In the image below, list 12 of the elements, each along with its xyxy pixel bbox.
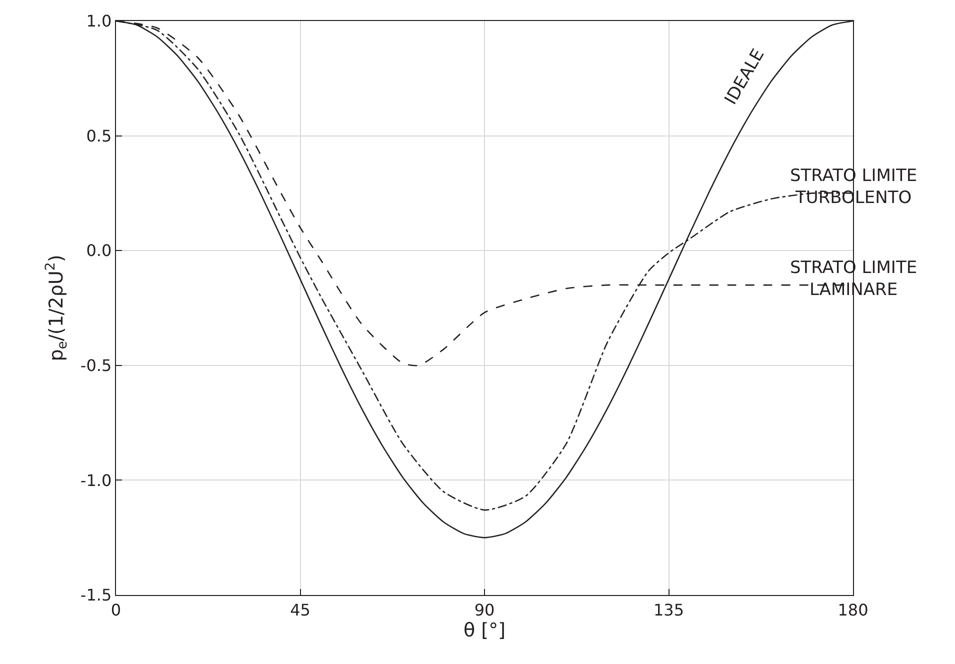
y-tick-label: 0.0	[86, 241, 112, 260]
y-tick-label: 0.5	[86, 126, 112, 146]
x-tick-label: 0	[110, 600, 122, 620]
y-tick-label: -1.0	[80, 470, 112, 490]
x-tick-label: 45	[290, 600, 310, 620]
y-tick-label: 1.0	[86, 12, 112, 31]
x-axis-title: θ [°]	[464, 619, 506, 642]
x-tick-label: 90	[474, 600, 495, 620]
y-tick-label: -0.5	[80, 356, 112, 375]
y-tick-label: -1.5	[80, 586, 112, 605]
x-tick-label: 135	[653, 600, 684, 620]
x-tick-label: 180	[838, 600, 868, 620]
